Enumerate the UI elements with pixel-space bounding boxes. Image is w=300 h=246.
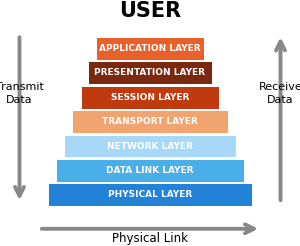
Text: Receive
Data: Receive Data xyxy=(259,82,300,105)
Bar xyxy=(48,183,252,206)
Bar xyxy=(56,159,244,182)
Text: DATA LINK LAYER: DATA LINK LAYER xyxy=(106,166,194,175)
Text: SESSION LAYER: SESSION LAYER xyxy=(111,93,189,102)
Bar xyxy=(64,135,236,157)
Text: PRESENTATION LAYER: PRESENTATION LAYER xyxy=(94,68,206,77)
Text: PHYSICAL LAYER: PHYSICAL LAYER xyxy=(108,190,192,199)
Text: APPLICATION LAYER: APPLICATION LAYER xyxy=(99,44,201,53)
Text: NETWORK LAYER: NETWORK LAYER xyxy=(107,141,193,151)
Text: Transmit
Data: Transmit Data xyxy=(0,82,44,105)
Text: Physical Link: Physical Link xyxy=(112,232,188,245)
Bar xyxy=(73,110,227,133)
Text: USER: USER xyxy=(119,1,181,21)
Text: TRANSPORT LAYER: TRANSPORT LAYER xyxy=(102,117,198,126)
Bar xyxy=(96,37,204,60)
Bar xyxy=(81,86,219,109)
Bar xyxy=(88,62,212,84)
